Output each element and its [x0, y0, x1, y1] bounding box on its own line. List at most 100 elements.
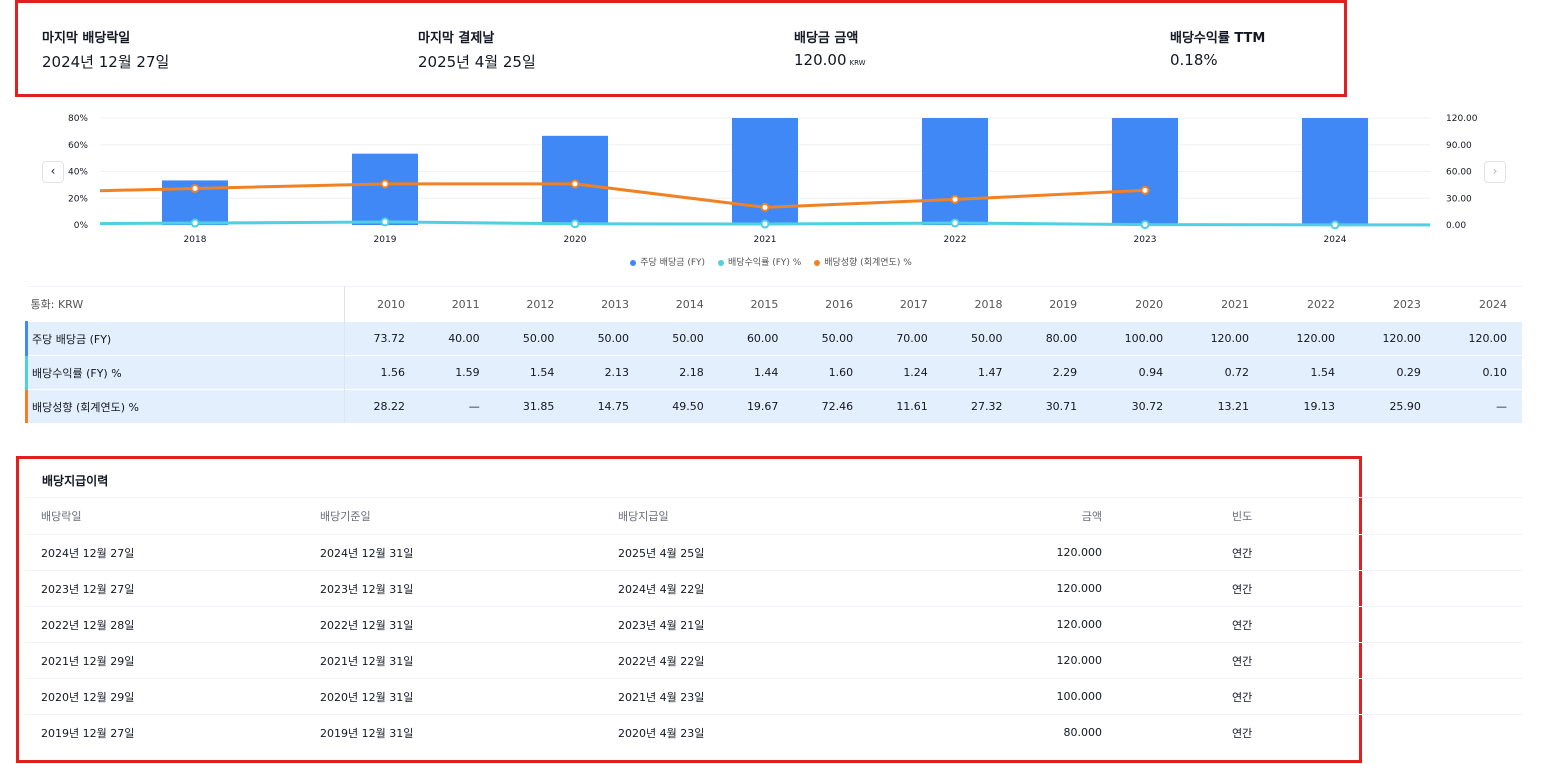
chart-prev-button[interactable]: ‹	[42, 161, 64, 183]
row-label: 배당수익률 (FY) %	[25, 355, 345, 390]
col-header-frequency: 빈도	[1122, 497, 1522, 535]
stat-unit: KRW	[849, 59, 866, 67]
legend-label: 배당성향 (회계연도) %	[824, 258, 912, 268]
legend-item-dividend[interactable]: 주당 배당금 (FY)	[630, 258, 705, 268]
data-point	[760, 219, 770, 229]
table-cell: 연간	[1122, 570, 1522, 607]
x-tick-label: 2019	[374, 235, 397, 245]
table-cell: 50.00	[644, 321, 719, 356]
table-cell: 0.72	[1178, 355, 1265, 390]
dividend-table: 통화: KRW 2010 2011 2012 2013 2014 2015 20…	[25, 286, 1522, 423]
year-header: 2016	[793, 286, 869, 322]
table-cell: 1.54	[1264, 355, 1350, 390]
table-cell: 70.00	[868, 321, 943, 356]
y-left-tick-label: 0%	[74, 221, 89, 231]
row-label: 배당성향 (회계연도) %	[25, 389, 345, 423]
table-row: 2019년 12월 27일 2019년 12월 31일 2020년 4월 23일 80…	[25, 714, 1522, 750]
stat-dividend-amount: 배당금 금액 120.00 KRW	[794, 27, 866, 69]
legend-item-yield[interactable]: 배당수익률 (FY) %	[717, 258, 801, 268]
data-point	[1140, 185, 1150, 195]
x-tick-label: 2021	[754, 235, 777, 245]
table-cell: 72.46	[793, 389, 869, 423]
y-right-tick-label: 60.00	[1446, 168, 1472, 178]
y-left-tick-label: 20%	[68, 194, 88, 204]
table-cell: 28.22	[344, 389, 420, 423]
stat-label: 배당수익률 TTM	[1170, 31, 1266, 46]
col-header-amount: 금액	[991, 497, 1122, 535]
data-point	[1330, 220, 1340, 230]
table-cell: 2.18	[644, 355, 719, 390]
table-cell: 1.44	[718, 355, 794, 390]
table-cell: 19.13	[1264, 389, 1350, 423]
year-header: 2018	[942, 286, 1018, 322]
table-cell: 100.00	[1092, 321, 1179, 356]
table-cell: 120.00	[1264, 321, 1350, 356]
table-cell: 1.60	[793, 355, 869, 390]
year-header: 2013	[569, 286, 645, 322]
table-cell: 25.90	[1350, 389, 1436, 423]
table-cell: 13.21	[1178, 389, 1265, 423]
table-cell: 80.00	[1017, 321, 1093, 356]
table-cell: 120.000	[991, 570, 1122, 607]
year-header: 2015	[718, 286, 794, 322]
x-tick-label: 2020	[564, 235, 587, 245]
year-header: 2014	[644, 286, 719, 322]
chart-next-button[interactable]: ›	[1484, 161, 1506, 183]
table-cell: 14.75	[569, 389, 645, 423]
y-right-tick-label: 90.00	[1446, 141, 1472, 151]
stat-value: 0.18%	[1170, 51, 1218, 69]
table-cell: 1.47	[942, 355, 1018, 390]
table-cell: 50.00	[494, 321, 570, 356]
table-cell: 120.00	[1350, 321, 1436, 356]
currency-label: 통화: KRW	[26, 286, 345, 322]
table-cell: 연간	[1122, 678, 1522, 715]
table-cell: 30.72	[1092, 389, 1179, 423]
table-row: 2021년 12월 29일 2021년 12월 31일 2022년 4월 22일 12…	[25, 642, 1522, 679]
stat-payment-date: 마지막 결제날 2025년 4월 25일	[418, 27, 536, 72]
y-left-tick-label: 60%	[68, 141, 88, 151]
legend-dot	[814, 259, 821, 266]
table-cell: 2.13	[569, 355, 645, 390]
y-left-tick-label: 40%	[68, 168, 88, 178]
bar	[352, 153, 418, 225]
legend-label: 주당 배당금 (FY)	[640, 258, 706, 268]
table-cell: 1.24	[868, 355, 943, 390]
table-cell: 80.000	[991, 714, 1122, 750]
table-row: 배당수익률 (FY) % 1.56 1.59 1.54 2.13 2.18 1.44 1.60…	[25, 355, 1522, 390]
stat-value: 2025년 4월 25일	[418, 53, 536, 71]
table-cell: 2023년 12월 31일	[319, 570, 617, 607]
table-cell: 2021년 12월 29일	[25, 642, 319, 679]
table-cell: 120.000	[991, 606, 1122, 643]
year-header: 2019	[1017, 286, 1093, 322]
x-tick-label: 2024	[1324, 235, 1347, 245]
table-cell: 2024년 12월 31일	[319, 534, 617, 571]
table-cell: 1.54	[494, 355, 570, 390]
year-header: 2020	[1092, 286, 1179, 322]
table-row: 배당성향 (회계연도) % 28.22—31.85 14.75 49.50 19.67 7…	[25, 389, 1522, 423]
table-cell: 2019년 12월 27일	[25, 714, 319, 750]
stat-label: 마지막 배당락일	[42, 31, 131, 46]
table-cell: 19.67	[718, 389, 794, 423]
table-row: 2022년 12월 28일 2022년 12월 31일 2023년 4월 21일 12…	[25, 606, 1522, 643]
table-cell: 60.00	[718, 321, 794, 356]
table-cell: —	[1435, 389, 1522, 423]
table-cell: —	[420, 389, 495, 423]
stat-label: 배당금 금액	[794, 31, 859, 46]
table-cell: 27.32	[942, 389, 1018, 423]
table-cell: 연간	[1122, 714, 1522, 750]
data-point	[950, 218, 960, 228]
y-right-tick-label: 0.00	[1446, 221, 1466, 231]
data-point	[760, 202, 770, 212]
data-point	[380, 179, 390, 189]
year-header: 2021	[1178, 286, 1265, 322]
bar	[922, 118, 988, 225]
table-cell: 50.00	[793, 321, 869, 356]
table-cell: 11.61	[868, 389, 943, 423]
table-header-row: 배당락일 배당기준일 배당지급일 금액 빈도	[25, 497, 1522, 535]
legend-item-payout[interactable]: 배당성향 (회계연도) %	[814, 258, 912, 268]
year-header: 2023	[1350, 286, 1436, 322]
table-cell: 31.85	[494, 389, 570, 423]
x-tick-label: 2023	[1134, 235, 1157, 245]
table-cell: 50.00	[569, 321, 645, 356]
table-cell: 2023년 4월 21일	[617, 606, 991, 643]
